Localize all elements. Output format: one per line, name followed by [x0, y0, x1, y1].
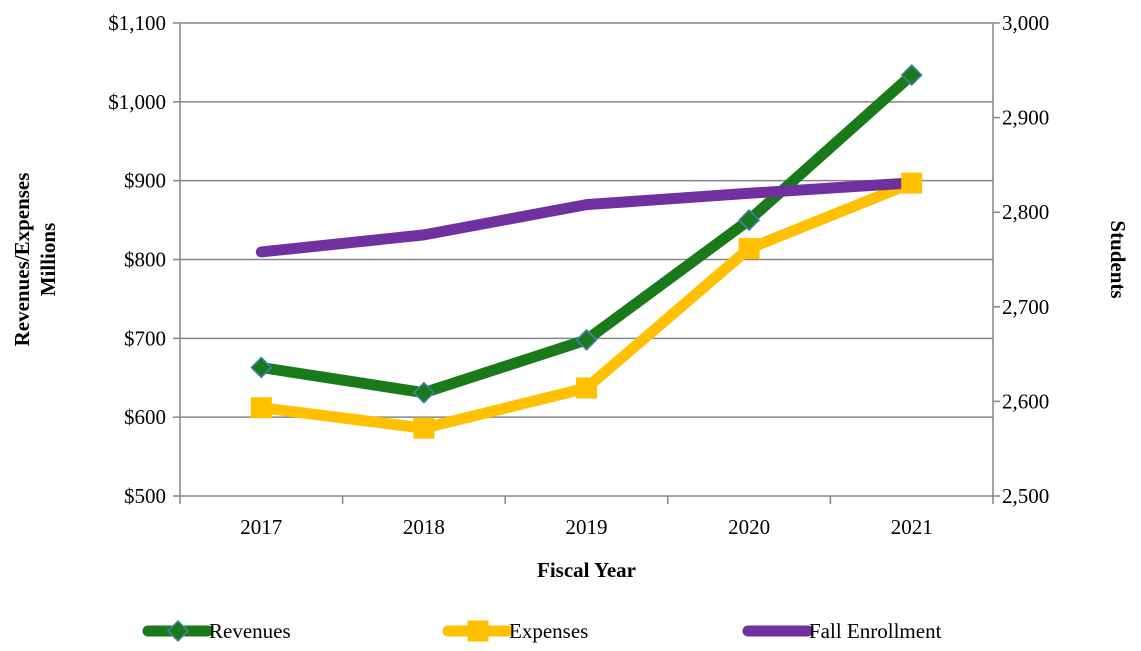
y2-axis-title: Students — [1106, 220, 1130, 298]
data-point-revenues — [412, 381, 435, 404]
left-tick-label: $500 — [124, 484, 166, 508]
data-point-expenses — [250, 397, 272, 419]
right-tick-label: 2,700 — [1002, 295, 1049, 319]
left-tick-label: $600 — [124, 405, 166, 429]
legend-item-fall-enrollment: Fall Enrollment — [742, 619, 942, 643]
series — [250, 63, 923, 439]
legend-item-revenues: Revenues — [142, 619, 291, 643]
legend-item-expenses: Expenses — [442, 619, 588, 643]
legend-marker — [166, 619, 190, 643]
left-tick-label: $700 — [124, 326, 166, 350]
right-tick-label: 2,600 — [1002, 389, 1049, 413]
gridlines — [180, 22, 993, 418]
right-tick-label: 3,000 — [1002, 11, 1049, 35]
x-axis-title: Fiscal Year — [537, 558, 636, 582]
data-point-revenues — [900, 63, 923, 87]
series-line-fall-enrollment — [255, 177, 918, 258]
y-axis-title-line-1: Revenues/Expenses — [10, 173, 34, 347]
left-tick-label: $800 — [124, 248, 166, 272]
x-tick-label: 2017 — [240, 515, 282, 539]
data-point-revenues — [738, 209, 761, 232]
data-point-expenses — [901, 172, 923, 194]
x-tick-label: 2018 — [403, 515, 445, 539]
data-point-expenses — [738, 237, 760, 259]
x-tick-label: 2019 — [566, 515, 608, 539]
x-axis-ticks: 2017 2018 2019 2020 2021 — [179, 496, 994, 539]
data-point-expenses — [576, 377, 597, 399]
left-tick-label: $1,100 — [108, 11, 166, 35]
data-point-expenses — [413, 417, 435, 439]
legend: Revenues Expenses Fall Enrollment — [142, 619, 942, 643]
legend-label: Fall Enrollment — [809, 619, 942, 643]
legend-marker — [467, 620, 489, 642]
right-tick-label: 2,900 — [1002, 106, 1049, 130]
right-tick-label: 2,500 — [1002, 484, 1049, 508]
legend-label: Revenues — [209, 619, 291, 643]
legend-label: Expenses — [509, 619, 588, 643]
y-axis-title-line-2: Millions — [36, 223, 60, 297]
left-tick-label: $900 — [124, 169, 166, 193]
left-axis-ticks: $500 $600 $700 $800 $900 $1,000 $1,100 — [108, 11, 180, 508]
x-tick-label: 2020 — [728, 515, 770, 539]
x-tick-label: 2021 — [891, 515, 933, 539]
right-axis-ticks: 2,500 2,600 2,700 2,800 2,900 3,000 — [993, 11, 1049, 508]
right-tick-label: 2,800 — [1002, 200, 1049, 224]
data-point-revenues — [250, 356, 273, 379]
data-point-revenues — [575, 328, 598, 351]
left-tick-label: $1,000 — [108, 90, 166, 114]
